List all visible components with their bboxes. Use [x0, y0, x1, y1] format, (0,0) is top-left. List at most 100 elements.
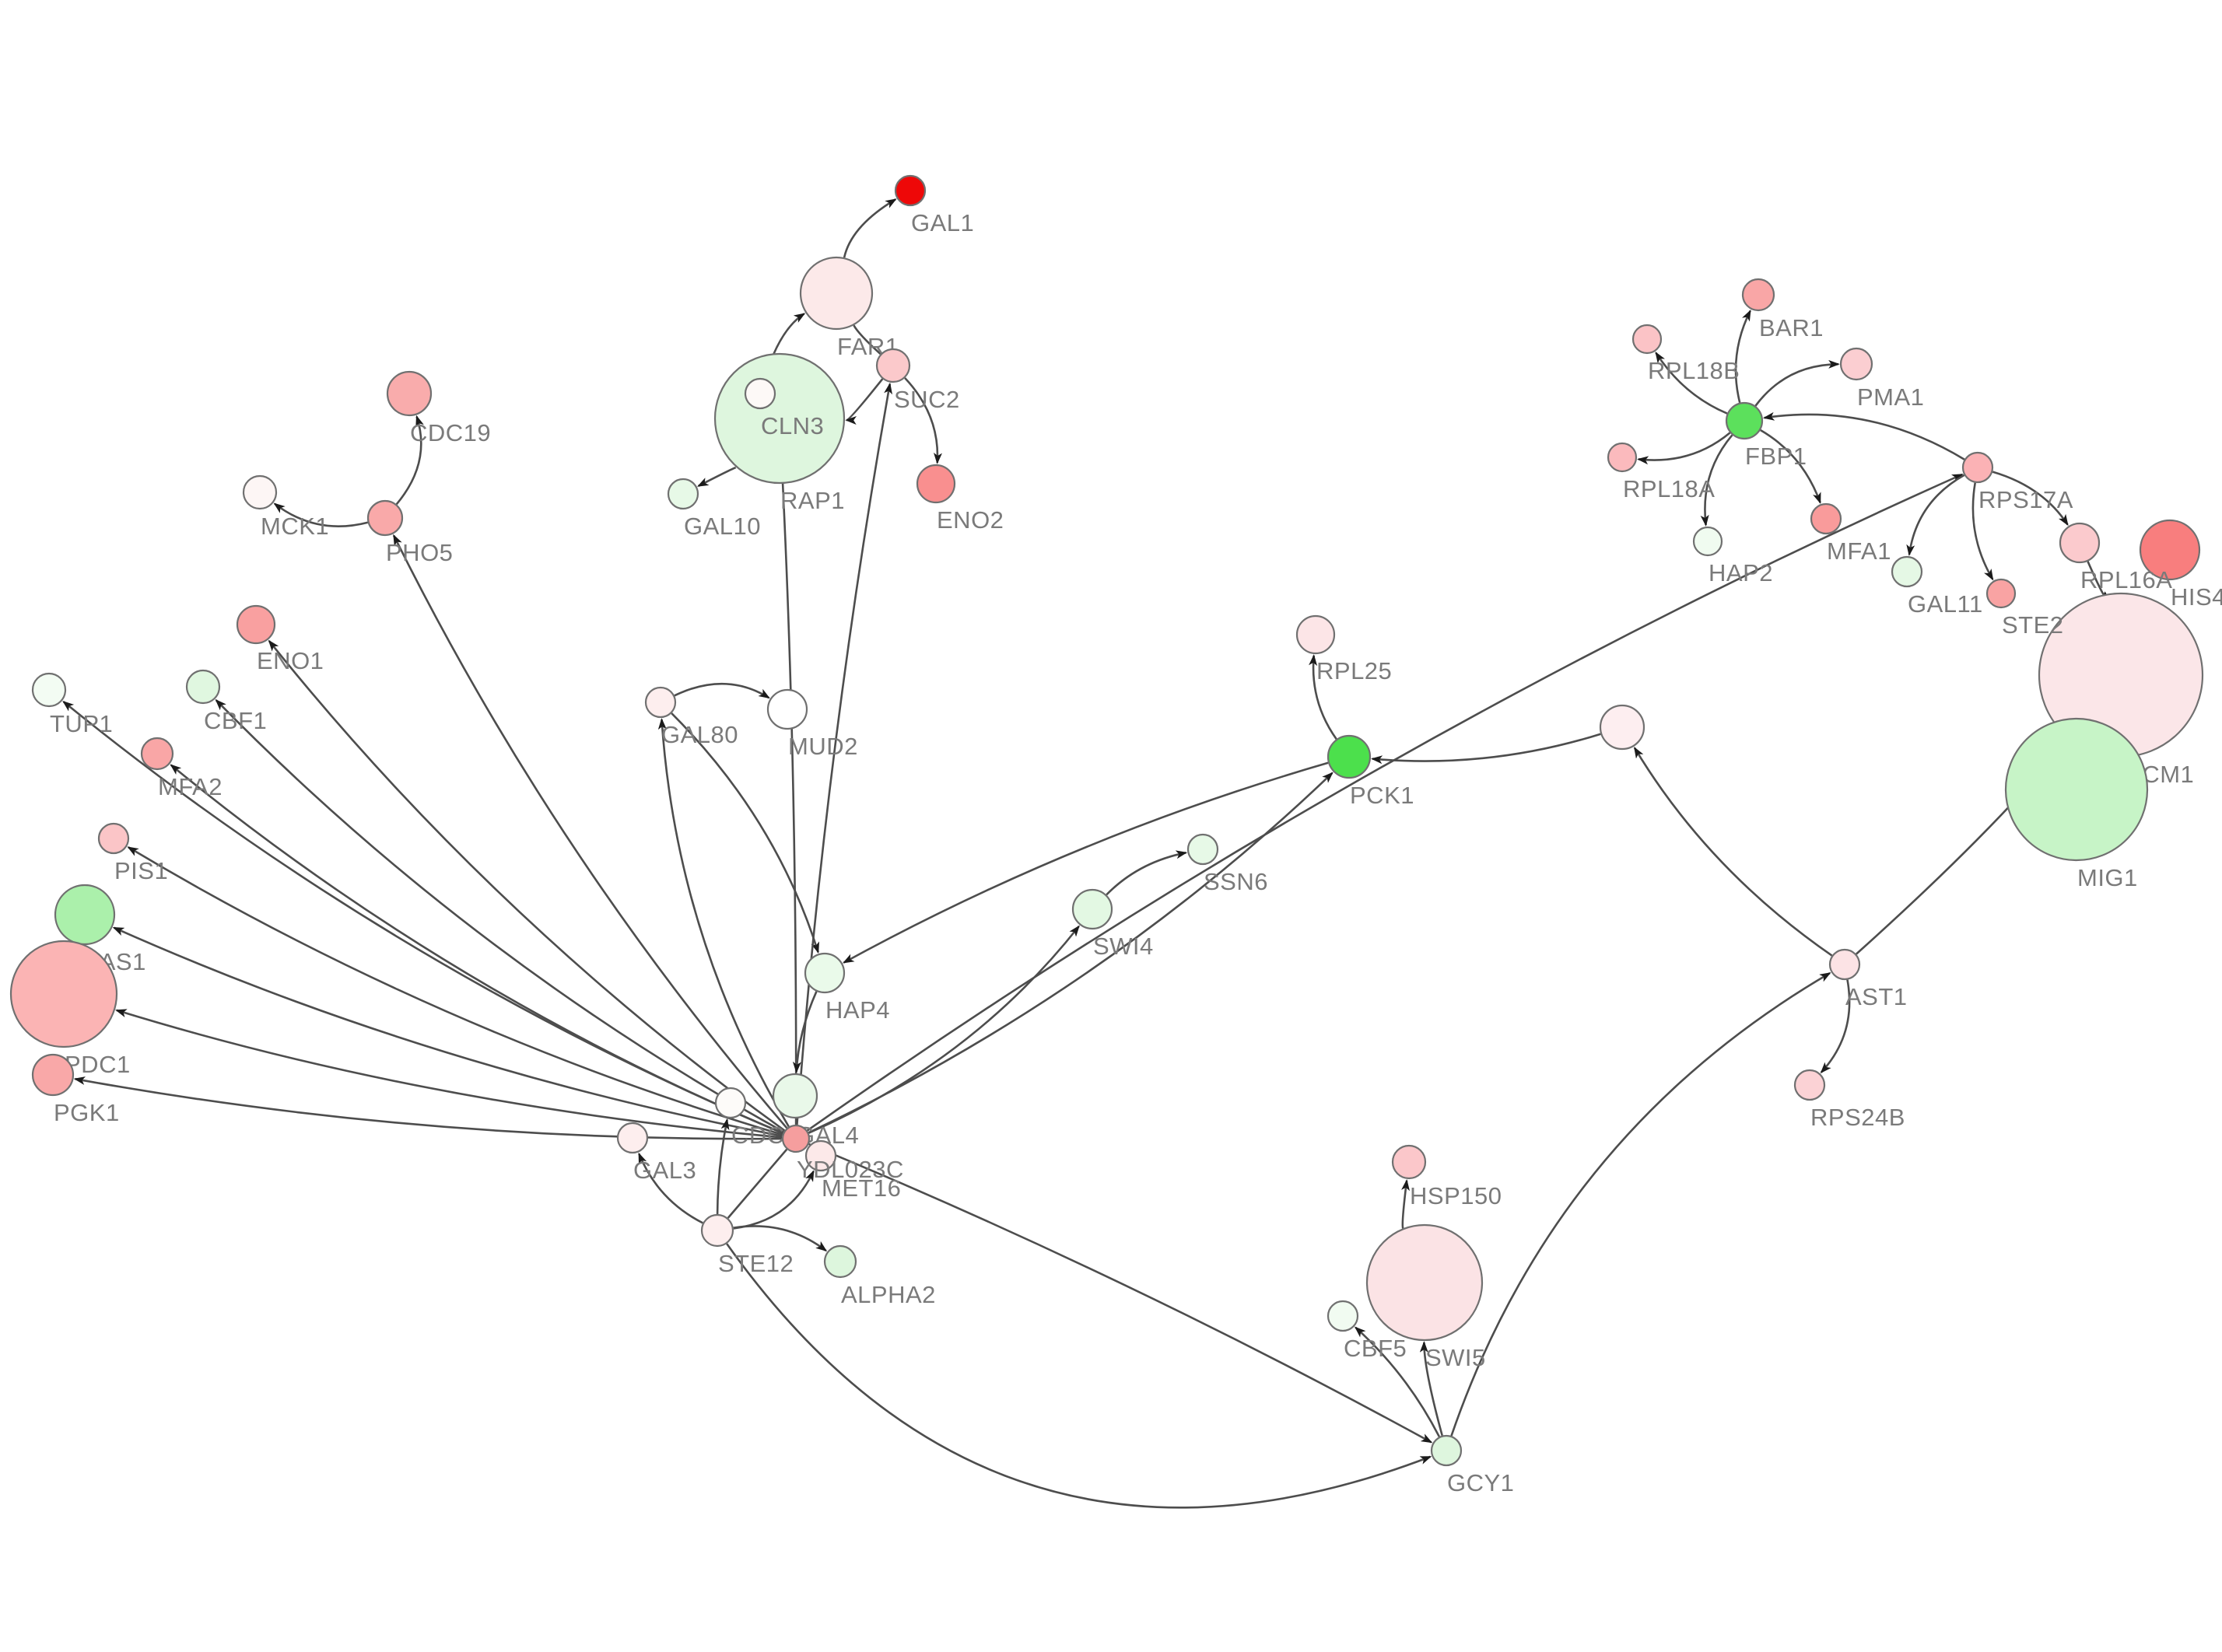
node-GAL3[interactable]	[616, 1122, 649, 1154]
node-GAL10[interactable]	[667, 478, 699, 510]
edge-STE12-GCY1[interactable]	[726, 1243, 1432, 1509]
edge-AST1-NODE1[interactable]	[1633, 747, 1833, 957]
node-CDC6[interactable]	[714, 1087, 747, 1119]
edge-RPS17A-FBP1[interactable]	[1762, 411, 1965, 460]
edge-YDL023C-PCK1[interactable]	[808, 772, 1334, 1134]
edge-RAP1-GAL10[interactable]	[696, 466, 738, 488]
edge-STE12-MET16[interactable]	[733, 1170, 815, 1230]
edge-GAL80-HAP4[interactable]	[671, 712, 820, 954]
edge-SUC2-RAP1[interactable]	[845, 378, 884, 425]
node-PGK1[interactable]	[31, 1053, 75, 1097]
edge-GCY1-AST1[interactable]	[1450, 971, 1831, 1437]
node-RPL16A[interactable]	[2059, 522, 2101, 564]
node-PHO5[interactable]	[366, 499, 404, 537]
node-SUC2[interactable]	[875, 348, 911, 383]
node-HAP4[interactable]	[804, 952, 846, 994]
node-SWI5[interactable]	[1365, 1223, 1484, 1342]
edge-PHO5-MCK1[interactable]	[273, 502, 369, 527]
node-RPL18B[interactable]	[1631, 324, 1663, 355]
edge-SUC2-ENO2[interactable]	[904, 377, 942, 464]
edge-STE12-CDC6[interactable]	[716, 1118, 730, 1215]
node-MET16[interactable]	[804, 1139, 837, 1172]
edge-FAR1-SUC2[interactable]	[853, 324, 881, 355]
node-MCK1[interactable]	[242, 474, 278, 510]
node-CLN3[interactable]	[744, 377, 776, 410]
edge-SWI4-SSN6[interactable]	[1106, 850, 1188, 896]
edge-RPS17A-GAL11[interactable]	[1906, 474, 1965, 557]
edge-RAP1-YDL023C[interactable]	[781, 483, 797, 1125]
edge-YDL023C-CBF1[interactable]	[215, 698, 784, 1133]
node-GAL4[interactable]	[772, 1073, 818, 1119]
node-AST1[interactable]	[1828, 948, 1861, 981]
node-PDC1[interactable]	[9, 940, 118, 1048]
node-CBF1[interactable]	[185, 669, 221, 705]
edge-YDL023C-PHO5[interactable]	[392, 534, 788, 1129]
node-STE12[interactable]	[700, 1213, 734, 1248]
edge-FBP1-BAR1[interactable]	[1734, 309, 1751, 404]
edge-SWI5-HSP150[interactable]	[1401, 1178, 1410, 1229]
edge-YDL023C-RPS17A[interactable]	[806, 473, 1964, 1132]
edge-YDL023C-FAS1[interactable]	[112, 926, 783, 1137]
node-ENO2[interactable]	[916, 464, 956, 504]
node-GAL11[interactable]	[1891, 555, 1923, 588]
edge-YDL023C-ENO1[interactable]	[268, 639, 786, 1132]
edge-HAP4-GAL4[interactable]	[792, 991, 818, 1073]
edge-RPS17A-STE2[interactable]	[1971, 482, 1994, 581]
node-GAL1[interactable]	[894, 174, 927, 207]
node-RPL25[interactable]	[1295, 614, 1336, 655]
node-RPL18A[interactable]	[1607, 442, 1638, 473]
node-PIS1[interactable]	[97, 822, 130, 855]
edge-YDL023C-TUP1[interactable]	[62, 700, 783, 1135]
edge-PHO5-CDC19[interactable]	[395, 415, 424, 506]
node-ENO1[interactable]	[236, 604, 276, 645]
node-MIG1[interactable]	[2004, 717, 2149, 862]
edge-STE12-ALPHA2[interactable]	[733, 1225, 828, 1252]
node-MUD2[interactable]	[766, 688, 808, 730]
edge-GCY1-SWI5[interactable]	[1419, 1341, 1443, 1437]
edge-PCK1-RPL25[interactable]	[1309, 654, 1337, 740]
edge-GAL80-MUD2[interactable]	[674, 682, 770, 699]
node-STE2[interactable]	[1985, 578, 2017, 609]
edge-FBP1-HAP2[interactable]	[1700, 434, 1733, 527]
edge-FBP1-PMA1[interactable]	[1754, 359, 1840, 407]
node-HAP2[interactable]	[1692, 526, 1723, 557]
node-unnamed[interactable]	[1599, 704, 1645, 751]
edge-YDL023C-PIS1[interactable]	[127, 846, 783, 1136]
node-SSN6[interactable]	[1186, 833, 1219, 866]
edge-RPS17A-RPL16A[interactable]	[1992, 471, 2069, 527]
edge-GCY1-CBF5[interactable]	[1354, 1326, 1441, 1437]
edge-YDL023C-PDC1[interactable]	[115, 1009, 783, 1139]
edge-YDL023C-GAL80[interactable]	[657, 718, 790, 1128]
edge-FBP1-MFA1[interactable]	[1760, 429, 1821, 505]
node-TUP1[interactable]	[31, 672, 67, 708]
node-GAL80[interactable]	[644, 686, 677, 719]
node-PMA1[interactable]	[1839, 347, 1873, 381]
node-MFA2[interactable]	[140, 737, 174, 771]
node-FAR1[interactable]	[799, 256, 874, 331]
node-ALPHA2[interactable]	[823, 1244, 857, 1279]
node-MFA1[interactable]	[1810, 502, 1842, 535]
edge-YDL023C-GCY1[interactable]	[808, 1143, 1433, 1444]
edge-STE12-GAL3[interactable]	[638, 1152, 703, 1224]
edge-YDL023C-PGK1[interactable]	[73, 1076, 783, 1140]
node-YDL023C[interactable]	[781, 1124, 811, 1153]
node-FBP1[interactable]	[1725, 401, 1764, 440]
edge-AST1-RPS24B[interactable]	[1820, 979, 1851, 1074]
edge-NODE1-PCK1[interactable]	[1371, 733, 1601, 765]
node-BAR1[interactable]	[1741, 278, 1775, 312]
node-RPS17A[interactable]	[1961, 451, 1994, 484]
edge-FBP1-RPL18B[interactable]	[1655, 352, 1728, 415]
node-PCK1[interactable]	[1327, 734, 1372, 779]
node-CBF5[interactable]	[1327, 1300, 1359, 1332]
node-HIS4[interactable]	[2139, 519, 2201, 581]
node-HSP150[interactable]	[1391, 1144, 1427, 1180]
node-CDC19[interactable]	[386, 370, 433, 417]
node-RPS24B[interactable]	[1793, 1069, 1826, 1101]
node-GCY1[interactable]	[1430, 1434, 1463, 1467]
edge-FAR1-GAL1[interactable]	[843, 198, 897, 258]
node-SWI4[interactable]	[1071, 888, 1113, 930]
node-FAS1[interactable]	[54, 884, 116, 946]
edge-FBP1-RPL18A[interactable]	[1637, 432, 1731, 465]
edge-STE12-YDL023C[interactable]	[727, 1148, 788, 1219]
